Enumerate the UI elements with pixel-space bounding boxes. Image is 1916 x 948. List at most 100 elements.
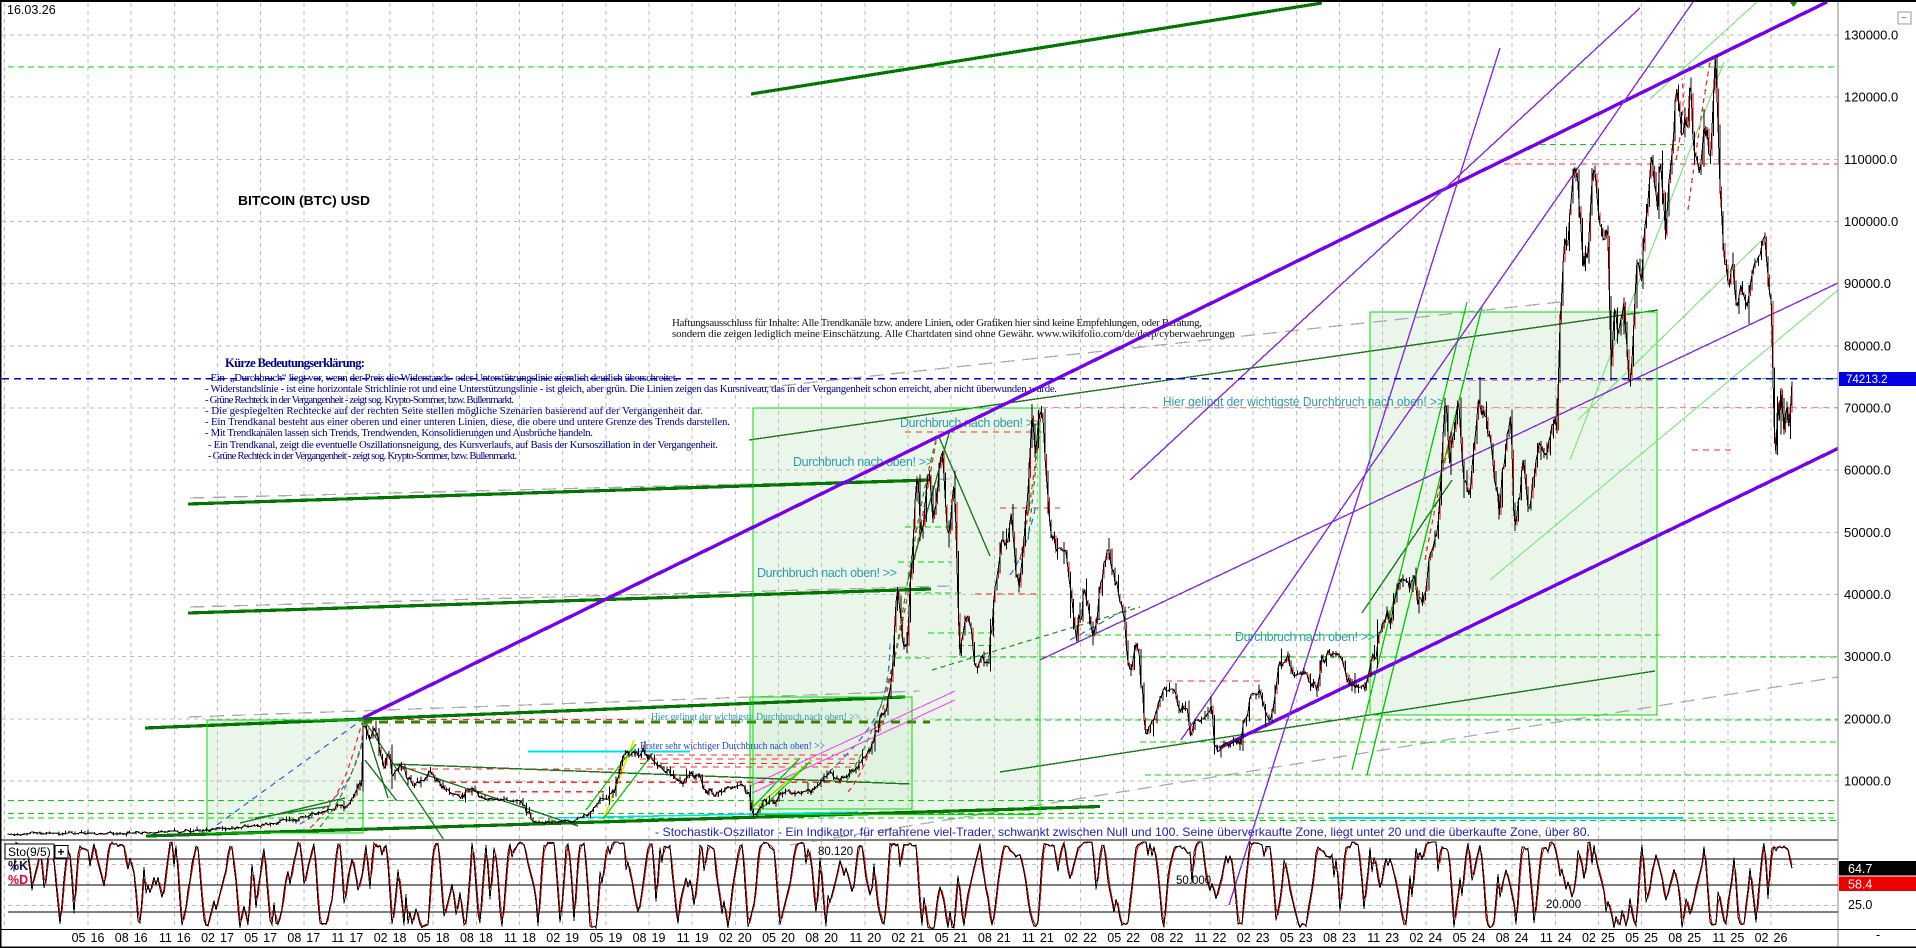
- svg-text:20000.0: 20000.0: [1844, 711, 1891, 726]
- svg-text:130000.0: 130000.0: [1844, 28, 1898, 43]
- svg-text:17: 17: [220, 931, 234, 945]
- svg-text:11: 11: [1540, 931, 1553, 945]
- svg-text:08: 08: [1150, 931, 1164, 945]
- svg-text:02: 02: [1237, 931, 1251, 945]
- svg-text:05: 05: [417, 931, 431, 945]
- svg-text:60000.0: 60000.0: [1844, 463, 1891, 478]
- svg-text:50000.0: 50000.0: [1844, 525, 1891, 540]
- svg-text:08: 08: [805, 931, 819, 945]
- svg-text:21: 21: [954, 931, 968, 945]
- svg-text:18: 18: [522, 931, 536, 945]
- svg-text:- Mit Trendkanälen lassen sich: - Mit Trendkanälen lassen sich Trends, T…: [205, 427, 593, 439]
- svg-text:%K: %K: [8, 859, 28, 873]
- svg-text:22: 22: [1126, 931, 1140, 945]
- svg-text:23: 23: [1342, 931, 1356, 945]
- svg-text:08: 08: [287, 931, 301, 945]
- svg-text:80000.0: 80000.0: [1844, 338, 1891, 353]
- svg-text:17: 17: [306, 931, 320, 945]
- svg-text:80.120: 80.120: [818, 846, 853, 858]
- svg-text:20: 20: [738, 931, 752, 945]
- svg-text:11: 11: [1022, 931, 1035, 945]
- svg-text:100000.0: 100000.0: [1844, 214, 1898, 229]
- svg-text:Durchbruch nach oben! >>: Durchbruch nach oben! >>: [757, 566, 897, 580]
- svg-text:11: 11: [849, 931, 862, 945]
- svg-text:sondern die zeigen lediglich m: sondern die zeigen lediglich meine Einsc…: [672, 328, 1236, 340]
- svg-text:02: 02: [201, 931, 215, 945]
- svg-text:02: 02: [1409, 931, 1423, 945]
- svg-text:08: 08: [633, 931, 647, 945]
- svg-text:40000.0: 40000.0: [1844, 587, 1891, 602]
- svg-text:58.4: 58.4: [1848, 878, 1872, 892]
- svg-text:11: 11: [1367, 931, 1380, 945]
- svg-text:02: 02: [546, 931, 560, 945]
- svg-text:02: 02: [374, 931, 388, 945]
- svg-text:24: 24: [1472, 931, 1486, 945]
- svg-text:02: 02: [1064, 931, 1078, 945]
- svg-text:+: +: [58, 845, 65, 859]
- svg-text:Haftungsausschluss für Inhalte: Haftungsausschluss für Inhalte: Alle Tre…: [672, 317, 1202, 329]
- svg-text:BITCOIN (BTC) USD: BITCOIN (BTC) USD: [238, 193, 370, 208]
- svg-text:25: 25: [1730, 931, 1744, 945]
- svg-text:11: 11: [1712, 931, 1725, 945]
- svg-text:20.000: 20.000: [1546, 899, 1581, 911]
- svg-text:30000.0: 30000.0: [1844, 649, 1891, 664]
- svg-text:26: 26: [1774, 931, 1788, 945]
- svg-text:Durchbruch nach oben! >>: Durchbruch nach oben! >>: [1235, 630, 1375, 644]
- svg-text:22: 22: [1169, 931, 1183, 945]
- svg-text:16.03.26: 16.03.26: [7, 3, 56, 17]
- svg-text:22: 22: [1213, 931, 1227, 945]
- svg-text:25: 25: [1687, 931, 1701, 945]
- svg-text:08: 08: [115, 931, 129, 945]
- svg-text:17: 17: [349, 931, 363, 945]
- svg-text:11: 11: [331, 931, 344, 945]
- svg-text:05: 05: [1453, 931, 1467, 945]
- svg-text:11: 11: [504, 931, 517, 945]
- svg-text:19: 19: [652, 931, 666, 945]
- svg-text:20: 20: [824, 931, 838, 945]
- svg-text:74213.2: 74213.2: [1846, 374, 1888, 386]
- svg-text:08: 08: [460, 931, 474, 945]
- svg-text:02: 02: [891, 931, 905, 945]
- svg-text:18: 18: [393, 931, 407, 945]
- svg-text:05: 05: [1625, 931, 1639, 945]
- svg-text:%D: %D: [8, 873, 28, 887]
- svg-text:Hier gelingt der wichtigste Du: Hier gelingt der wichtigste Durchbruch n…: [651, 711, 860, 723]
- svg-text:25: 25: [1601, 931, 1615, 945]
- svg-text:25.0: 25.0: [1848, 898, 1872, 912]
- svg-text:21: 21: [997, 931, 1011, 945]
- svg-text:23: 23: [1299, 931, 1313, 945]
- svg-text:- Die gespiegelten Rechtecke a: - Die gespiegelten Rechtecke auf der rec…: [205, 405, 703, 417]
- svg-text:05: 05: [589, 931, 603, 945]
- svg-text:-: -: [1876, 928, 1880, 942]
- svg-text:Durchbruch nach oben! >>: Durchbruch nach oben! >>: [793, 455, 933, 469]
- svg-text:19: 19: [695, 931, 709, 945]
- svg-text:02: 02: [719, 931, 733, 945]
- svg-text:50.000: 50.000: [1176, 875, 1211, 887]
- svg-text:23: 23: [1385, 931, 1399, 945]
- svg-text:64.7: 64.7: [1848, 862, 1872, 876]
- svg-text:- Ein Trendkanal, zeigt die ev: - Ein Trendkanal, zeigt die eventuelle O…: [208, 439, 718, 451]
- svg-text:−: −: [1901, 13, 1907, 24]
- svg-text:120000.0: 120000.0: [1844, 90, 1898, 105]
- svg-text:- Widerstandslinie - ist eine: - Widerstandslinie - ist eine horizontal…: [205, 383, 1057, 395]
- svg-text:24: 24: [1558, 931, 1572, 945]
- svg-text:05: 05: [762, 931, 776, 945]
- svg-text:70000.0: 70000.0: [1844, 401, 1891, 416]
- svg-text:18: 18: [479, 931, 493, 945]
- svg-text:05: 05: [1280, 931, 1294, 945]
- svg-text:08: 08: [1668, 931, 1682, 945]
- svg-text:08: 08: [978, 931, 992, 945]
- svg-text:21: 21: [1040, 931, 1054, 945]
- svg-text:02: 02: [1755, 931, 1769, 945]
- svg-text:05: 05: [1107, 931, 1121, 945]
- svg-text:- Grüne Rechteck in der Vergan: - Grüne Rechteck in der Vergangenheit - …: [208, 450, 517, 462]
- svg-text:02: 02: [1582, 931, 1596, 945]
- svg-text:16: 16: [177, 931, 191, 945]
- svg-text:10000.0: 10000.0: [1844, 774, 1891, 789]
- svg-text:Hier gelingt der wichtigste Du: Hier gelingt der wichtigste Durchbruch n…: [1163, 395, 1444, 409]
- svg-text:08: 08: [1323, 931, 1337, 945]
- svg-text:- Stochastik-Oszillator - Ein: - Stochastik-Oszillator - Ein Indikator,…: [655, 825, 1590, 839]
- svg-text:19: 19: [565, 931, 579, 945]
- svg-text:- Grüne Rechteck in der Vergan: - Grüne Rechteck in der Vergangenheit - …: [205, 394, 514, 406]
- svg-text:24: 24: [1515, 931, 1529, 945]
